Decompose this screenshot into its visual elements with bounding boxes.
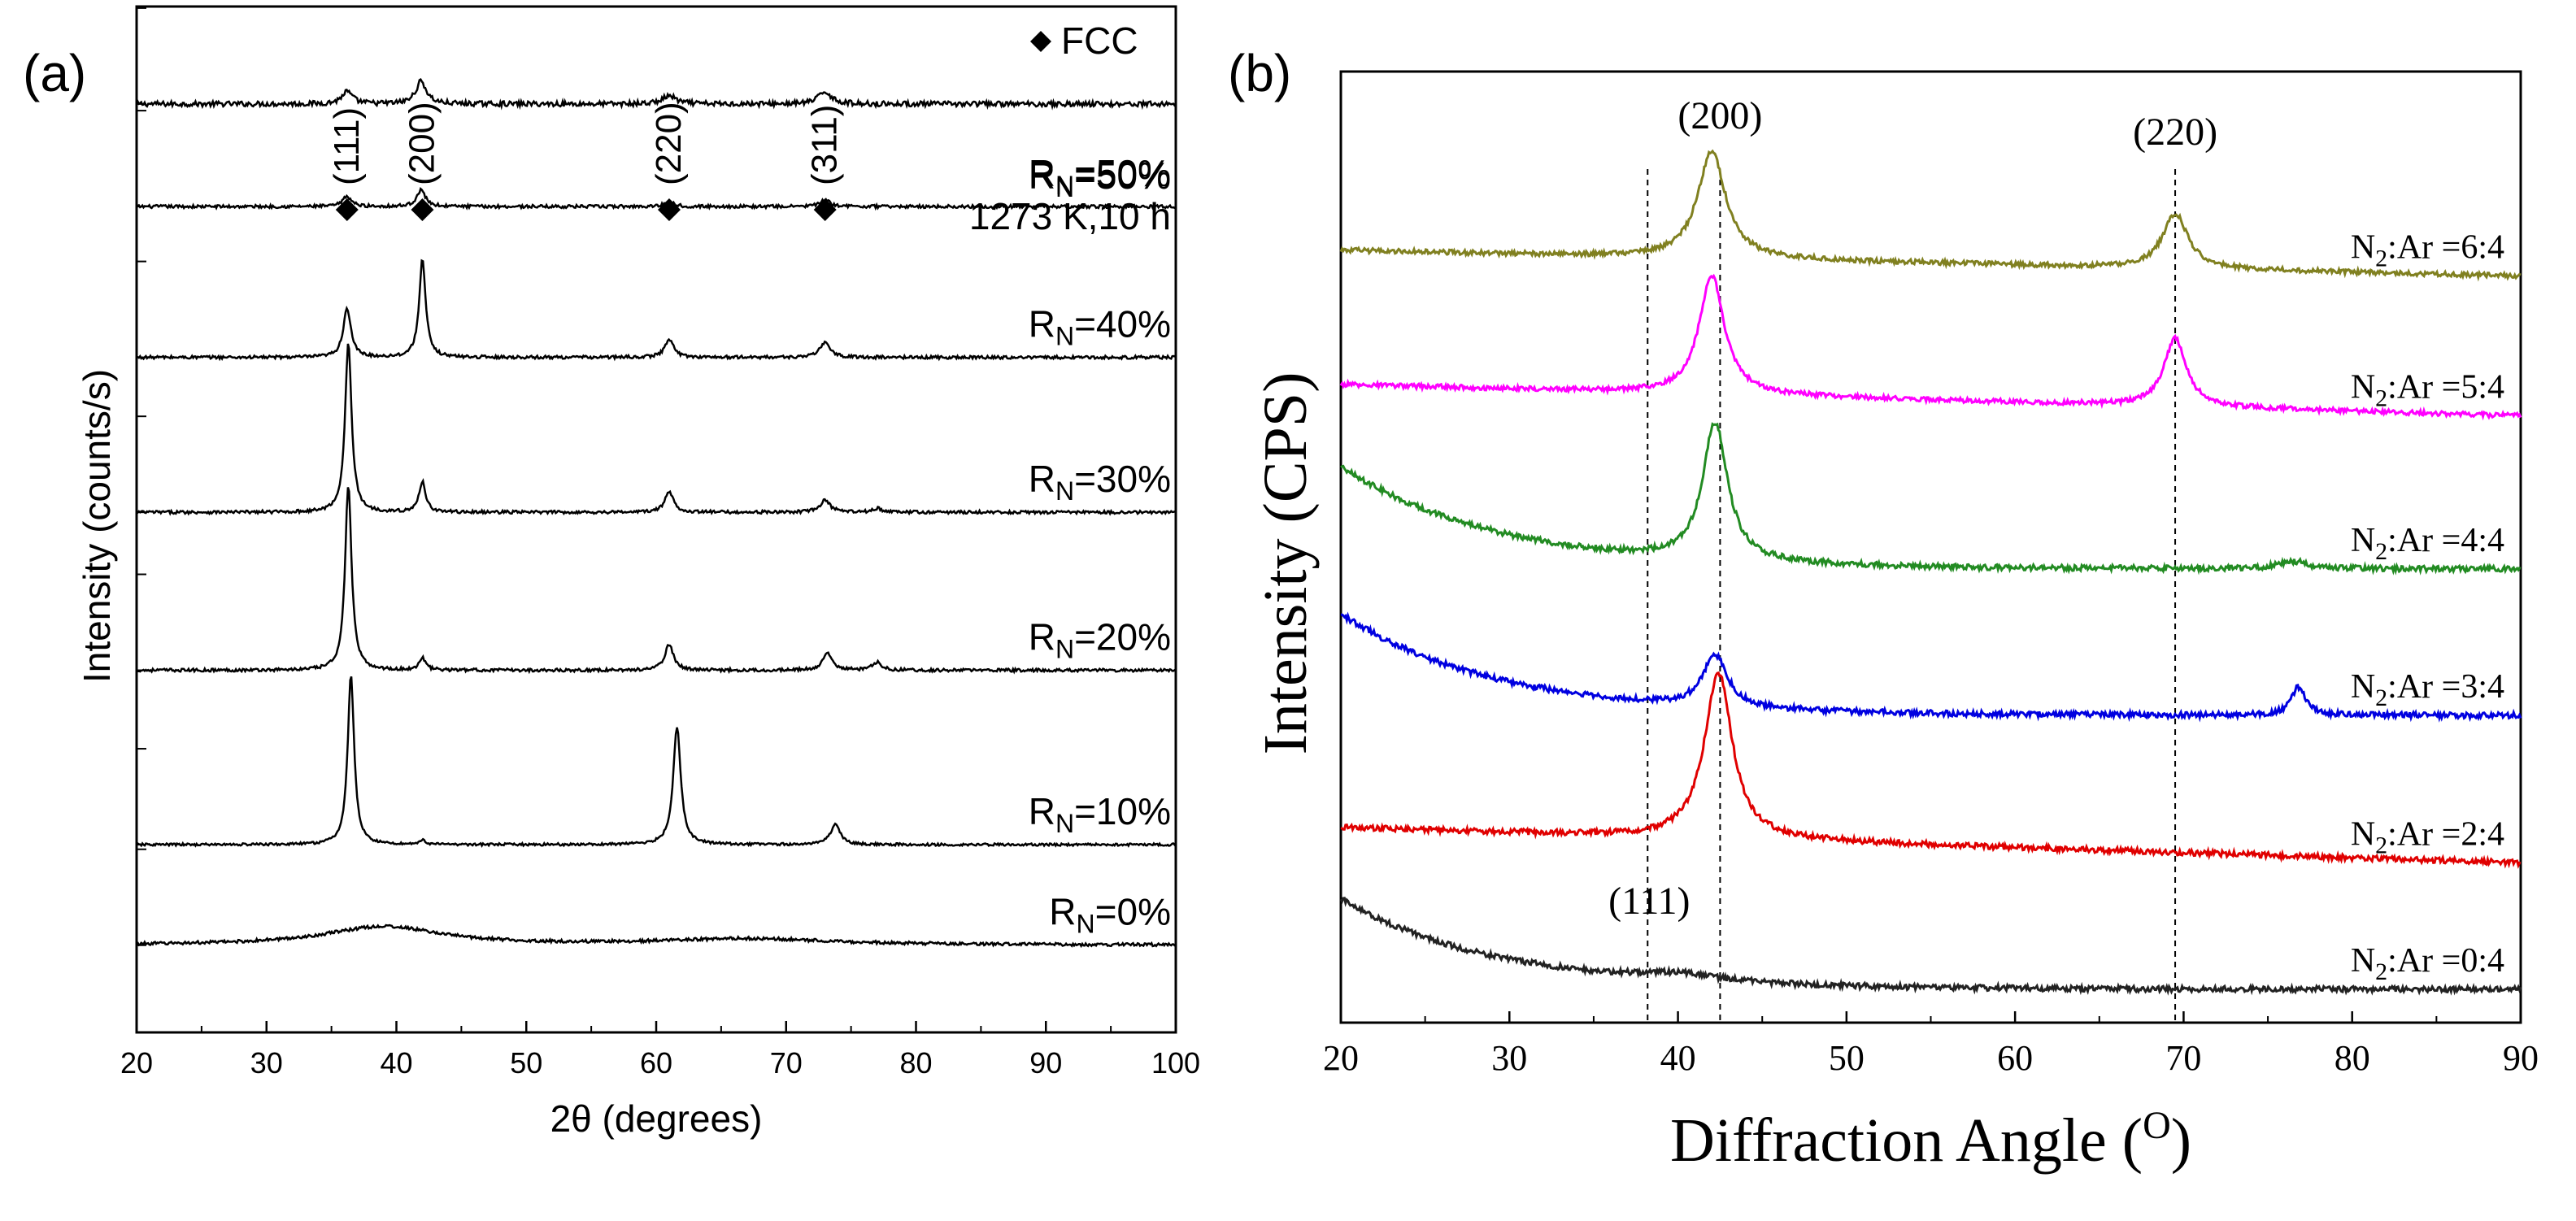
peak-label-b: (220) bbox=[2133, 111, 2217, 154]
x-axis-label-a: 2θ (degrees) bbox=[550, 1097, 763, 1140]
xrd-series-line bbox=[136, 343, 1177, 516]
xrd-series-line bbox=[1340, 671, 2522, 869]
chart-panel-a: 20 30 40 50 60 70 80 90 100 2θ (degrees) Intensity… bbox=[0, 0, 1203, 1221]
series-label-a: RN=10% bbox=[1029, 790, 1171, 838]
x-tick-label-a: 60 bbox=[640, 1046, 672, 1080]
xrd-series-line bbox=[1340, 422, 2522, 576]
x-tick-label-a: 70 bbox=[770, 1046, 803, 1080]
x-tick-label-b: 50 bbox=[1829, 1038, 1865, 1078]
series-label-a: RN=20% bbox=[1029, 616, 1171, 664]
x-tick-label-b: 90 bbox=[2503, 1038, 2539, 1078]
panel-label-a: (a) bbox=[23, 44, 86, 102]
x-tick-label-a: 100 bbox=[1151, 1046, 1200, 1080]
legend-marker-a bbox=[1030, 31, 1051, 52]
panel-label-b: (b) bbox=[1228, 44, 1291, 102]
xrd-series-line bbox=[1340, 611, 2522, 723]
peak-label: (220) bbox=[649, 102, 689, 185]
peak-marker bbox=[813, 198, 837, 221]
x-tick-label-a: 50 bbox=[510, 1046, 542, 1080]
series-label-b: N2:Ar =5:4 bbox=[2351, 369, 2504, 412]
peak-marker bbox=[411, 198, 434, 221]
series-label-b: N2:Ar =0:4 bbox=[2351, 942, 2504, 985]
xrd-chart-a: 20 30 40 50 60 70 80 90 100 2θ (degrees) Intensity… bbox=[23, 5, 1200, 1140]
peak-marker bbox=[657, 198, 681, 221]
plot-frame-b bbox=[1339, 70, 2522, 1024]
x-tick-label-a: 20 bbox=[120, 1046, 153, 1080]
peak-label-b: (200) bbox=[1677, 94, 1762, 137]
series-label-a: RN=50% bbox=[1029, 152, 1171, 200]
peak-label: (311) bbox=[805, 105, 845, 185]
x-tick-label-a: 80 bbox=[899, 1046, 932, 1080]
x-tick-label-a: 30 bbox=[250, 1046, 283, 1080]
series-label-b: N2:Ar =6:4 bbox=[2351, 229, 2504, 272]
x-tick-label-b: 20 bbox=[1323, 1038, 1359, 1078]
series-label-a: RN=50% bbox=[1029, 154, 1171, 202]
xrd-series-line bbox=[135, 78, 1177, 111]
peak-label: (111) bbox=[327, 107, 367, 185]
xrd-series-line bbox=[136, 923, 1177, 949]
x-tick-label-b: 40 bbox=[1660, 1038, 1696, 1078]
x-axis-label-b: Diffraction Angle (O) bbox=[1670, 1104, 2191, 1175]
y-axis-label-b: Intensity (CPS) bbox=[1251, 372, 1320, 755]
x-tick-label-a: 90 bbox=[1029, 1046, 1062, 1080]
legend-a: FCC bbox=[1030, 20, 1138, 62]
series-label-b: N2:Ar =4:4 bbox=[2351, 522, 2504, 565]
peak-label-b: (111) bbox=[1608, 880, 1690, 923]
chart-panel-b: 20 30 40 50 60 70 80 90 Diffraction Angle (O) Int… bbox=[1203, 0, 2576, 1221]
series-label-b: N2:Ar =2:4 bbox=[2351, 815, 2504, 858]
xrd-series-line bbox=[136, 676, 1177, 848]
series-label-a: RN=0% bbox=[1049, 891, 1171, 939]
legend-label-a: FCC bbox=[1061, 20, 1138, 62]
series-label-a: RN=30% bbox=[1029, 458, 1171, 506]
x-tick-label-b: 30 bbox=[1491, 1038, 1527, 1078]
xrd-series-line bbox=[135, 487, 1177, 675]
xrd-series-line bbox=[1339, 273, 2522, 421]
x-tick-label-a: 40 bbox=[380, 1046, 412, 1080]
series-label-b: N2:Ar =3:4 bbox=[2351, 668, 2504, 711]
xrd-series-line bbox=[136, 186, 1177, 211]
y-axis-label-a: Intensity (counts/s) bbox=[76, 369, 118, 683]
x-tick-label-b: 60 bbox=[1997, 1038, 2033, 1078]
x-tick-label-b: 80 bbox=[2334, 1038, 2370, 1078]
series-label-a: RN=40% bbox=[1029, 303, 1171, 351]
x-tick-label-b: 70 bbox=[2165, 1038, 2201, 1078]
series-label-extra-a: 1273 K,10 h bbox=[969, 195, 1171, 237]
xrd-chart-b: 20 30 40 50 60 70 80 90 Diffraction Angle (O) Int… bbox=[1228, 44, 2539, 1175]
peak-label: (200) bbox=[402, 102, 442, 185]
xrd-series-line bbox=[1339, 149, 2522, 282]
xrd-series-line bbox=[1339, 897, 2522, 996]
xrd-series-line bbox=[136, 259, 1177, 362]
